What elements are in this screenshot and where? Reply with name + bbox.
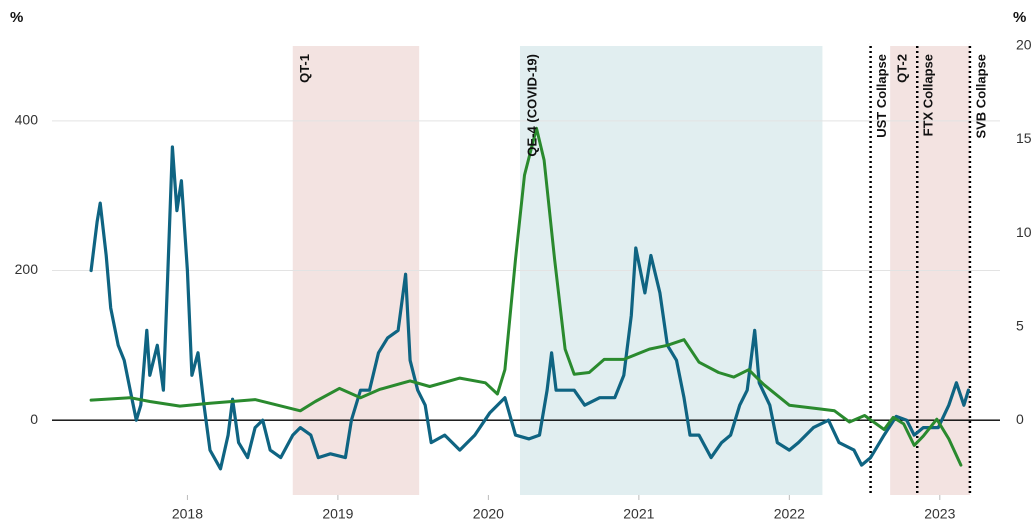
y2-tick-label: 15 <box>1016 130 1032 146</box>
series-line <box>89 145 970 471</box>
series-line <box>89 126 963 467</box>
y2-tick-label: 5 <box>1016 317 1024 333</box>
y2-unit: % <box>1013 9 1026 26</box>
annotation: QT-2 <box>895 54 910 83</box>
x-tick-label: 2020 <box>473 506 504 522</box>
annotation: UST Collapse <box>874 54 889 138</box>
y-tick-label: 0 <box>30 411 38 427</box>
annotation: QE-4 (COVID-19) <box>524 54 539 157</box>
y-tick-label: 200 <box>15 261 39 277</box>
y-tick-label: 400 <box>15 112 39 128</box>
x-tick-label: 2021 <box>623 506 654 522</box>
x-tick-label: 2022 <box>774 506 805 522</box>
annotation: FTX Collapse <box>921 54 936 136</box>
annotation: SVB Collapse <box>973 54 988 139</box>
y-unit: % <box>10 9 23 26</box>
annotation: QT-1 <box>297 54 312 83</box>
y2-tick-label: 0 <box>1016 411 1024 427</box>
y2-tick-label: 10 <box>1016 224 1032 240</box>
y2-tick-label: 20 <box>1016 37 1032 53</box>
x-tick-label: 2019 <box>322 506 353 522</box>
x-tick-label: 2018 <box>172 506 203 522</box>
x-tick-label: 2023 <box>924 506 955 522</box>
